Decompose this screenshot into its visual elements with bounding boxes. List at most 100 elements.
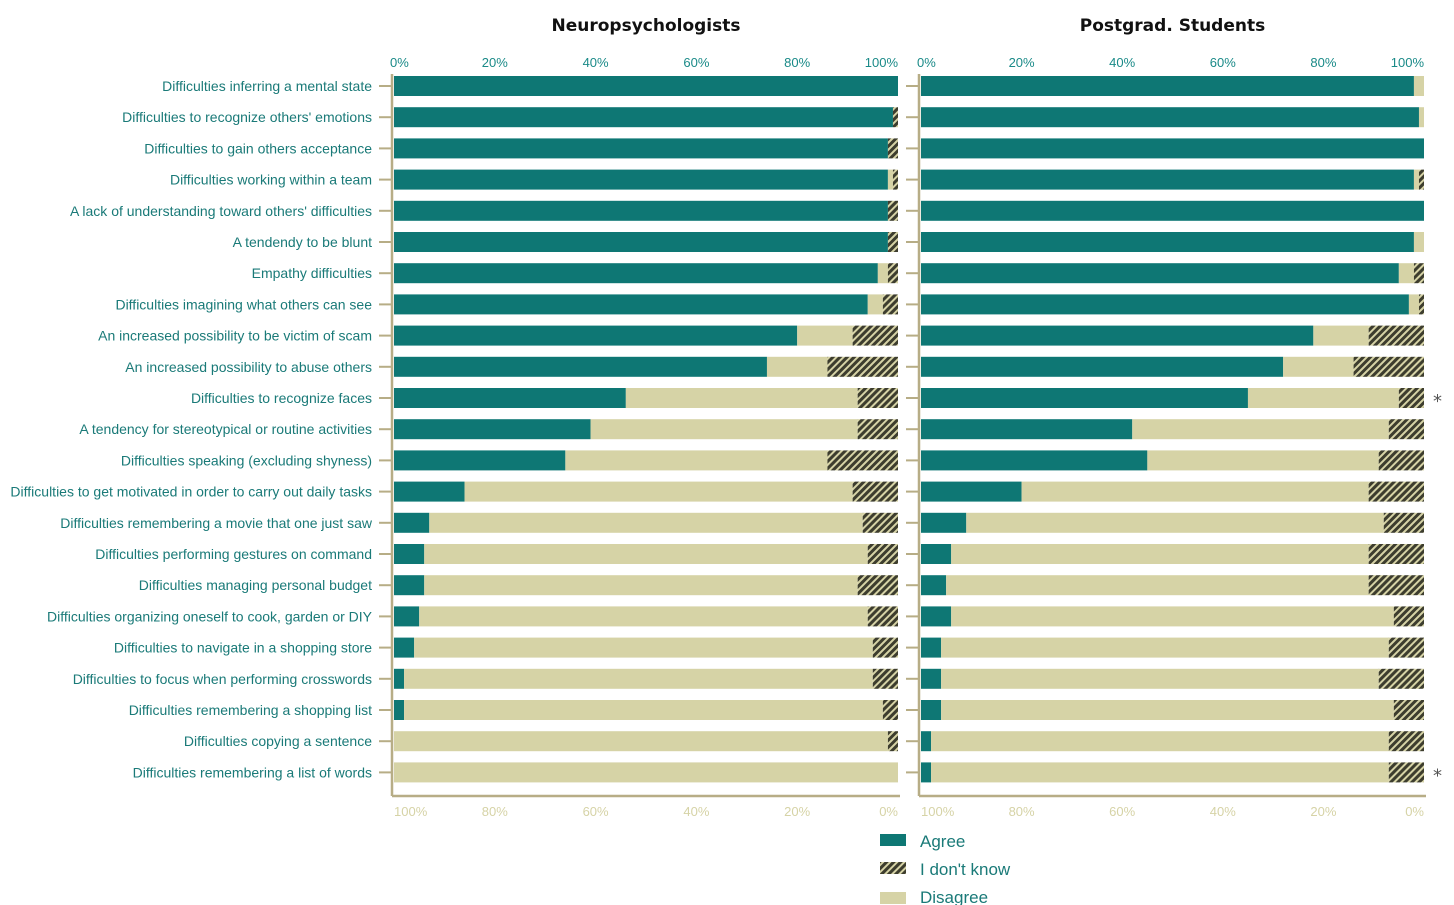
category-label: Difficulties performing gestures on comm… bbox=[95, 546, 372, 562]
bar-agree bbox=[921, 232, 1414, 252]
top-tick-label: 0% bbox=[390, 55, 409, 70]
bar-unknown bbox=[887, 200, 898, 221]
bar-agree bbox=[921, 76, 1414, 96]
bar-agree bbox=[921, 575, 947, 596]
bar-unknown bbox=[1418, 294, 1424, 315]
bar-agree bbox=[921, 263, 1399, 284]
bar-unknown bbox=[1353, 356, 1424, 377]
bar-disagree bbox=[1247, 388, 1399, 408]
bar-disagree bbox=[404, 668, 873, 689]
bar-agree bbox=[394, 419, 591, 440]
top-tick-label: 40% bbox=[583, 55, 609, 70]
bar-agree bbox=[921, 169, 1414, 190]
category-label: Difficulties copying a sentence bbox=[184, 733, 372, 749]
legend-label-unknown: I don't know bbox=[920, 860, 1011, 879]
bar-disagree bbox=[464, 481, 853, 502]
top-tick-label: 20% bbox=[482, 55, 508, 70]
bar-agree bbox=[921, 325, 1314, 346]
bar-disagree bbox=[946, 575, 1369, 596]
bar-disagree bbox=[424, 575, 858, 596]
bar-unknown bbox=[892, 169, 898, 190]
bar-unknown bbox=[1413, 263, 1424, 284]
bar-agree bbox=[394, 107, 893, 128]
top-tick-label: 60% bbox=[1210, 55, 1236, 70]
category-label: Difficulties imagining what others can s… bbox=[115, 296, 372, 312]
bar-agree bbox=[394, 450, 566, 471]
bar-unknown bbox=[827, 450, 898, 471]
bar-unknown bbox=[852, 481, 898, 502]
bar-agree bbox=[394, 232, 888, 252]
bar-agree bbox=[921, 731, 932, 752]
bottom-tick-label: 80% bbox=[482, 804, 508, 819]
bottom-tick-label: 80% bbox=[1009, 804, 1035, 819]
bar-unknown bbox=[867, 544, 898, 564]
legend-swatch-disagree bbox=[880, 892, 906, 904]
bar-disagree bbox=[1413, 232, 1424, 252]
bar-disagree bbox=[887, 169, 893, 190]
bar-disagree bbox=[951, 606, 1394, 627]
bar-unknown bbox=[1398, 388, 1424, 408]
bar-agree bbox=[921, 544, 952, 564]
bar-unknown bbox=[1368, 544, 1424, 564]
bar-unknown bbox=[1393, 700, 1424, 720]
bar-disagree bbox=[966, 512, 1384, 533]
bar-disagree bbox=[414, 637, 873, 658]
bar-agree bbox=[394, 356, 767, 377]
bar-unknown bbox=[1388, 762, 1424, 783]
bar-disagree bbox=[1408, 294, 1419, 315]
bar-unknown bbox=[1393, 606, 1424, 627]
bar-disagree bbox=[419, 606, 868, 627]
category-label: Difficulties inferring a mental state bbox=[162, 78, 372, 94]
bar-agree bbox=[921, 700, 942, 720]
bar-disagree bbox=[590, 419, 858, 440]
bar-agree bbox=[394, 294, 868, 315]
bar-unknown bbox=[857, 388, 898, 408]
bottom-tick-label: 20% bbox=[784, 804, 810, 819]
panel-neuropsychologists: Neuropsychologists 0% 20% 40% 60% 80% 100% 100%… bbox=[379, 16, 900, 819]
bar-disagree bbox=[394, 731, 888, 752]
top-tick-label: 80% bbox=[1310, 55, 1336, 70]
bar-disagree bbox=[1021, 481, 1369, 502]
top-tick-label: 60% bbox=[683, 55, 709, 70]
top-tick-label: 40% bbox=[1109, 55, 1135, 70]
bar-agree bbox=[921, 512, 967, 533]
panel-title: Postgrad. Students bbox=[1080, 16, 1265, 36]
bar-disagree bbox=[797, 325, 853, 346]
bar-agree bbox=[921, 388, 1248, 408]
category-label: Difficulties to navigate in a shopping s… bbox=[114, 640, 372, 656]
bar-agree bbox=[921, 481, 1022, 502]
bottom-tick-label: 40% bbox=[683, 804, 709, 819]
bar-unknown bbox=[1378, 668, 1424, 689]
bar-disagree bbox=[625, 388, 858, 408]
bar-disagree bbox=[1413, 169, 1419, 190]
bottom-tick-label: 60% bbox=[1109, 804, 1135, 819]
bar-unknown bbox=[1383, 512, 1424, 533]
category-label: A tendency for stereotypical or routine … bbox=[79, 421, 372, 437]
category-label: Difficulties to recognize others' emotio… bbox=[122, 109, 372, 125]
bar-unknown bbox=[887, 731, 898, 752]
legend-swatch-agree bbox=[880, 834, 906, 846]
bar-unknown bbox=[1368, 481, 1424, 502]
category-label: Difficulties to gain others acceptance bbox=[144, 140, 372, 156]
bar-disagree bbox=[941, 668, 1379, 689]
bottom-tick-label: 20% bbox=[1310, 804, 1336, 819]
bar-agree bbox=[394, 325, 798, 346]
bar-unknown bbox=[827, 356, 898, 377]
category-label: Difficulties working within a team bbox=[170, 172, 372, 188]
bar-agree bbox=[394, 76, 898, 96]
bar-agree bbox=[394, 668, 405, 689]
bar-agree bbox=[394, 512, 430, 533]
bar-agree bbox=[394, 637, 415, 658]
bar-unknown bbox=[1388, 637, 1424, 658]
category-label: Difficulties managing personal budget bbox=[139, 577, 372, 593]
panel-postgrad-students: Postgrad. Students 0% 20% 40% 60% 80% 100% 100%… bbox=[906, 16, 1442, 819]
category-label: Difficulties remembering a list of words bbox=[133, 764, 372, 780]
bar-disagree bbox=[565, 450, 828, 471]
top-tick-label: 80% bbox=[784, 55, 810, 70]
bar-unknown bbox=[872, 637, 898, 658]
bar-disagree bbox=[867, 294, 883, 315]
bar-agree bbox=[394, 481, 465, 502]
bar-unknown bbox=[1388, 731, 1424, 752]
bar-unknown bbox=[882, 294, 898, 315]
